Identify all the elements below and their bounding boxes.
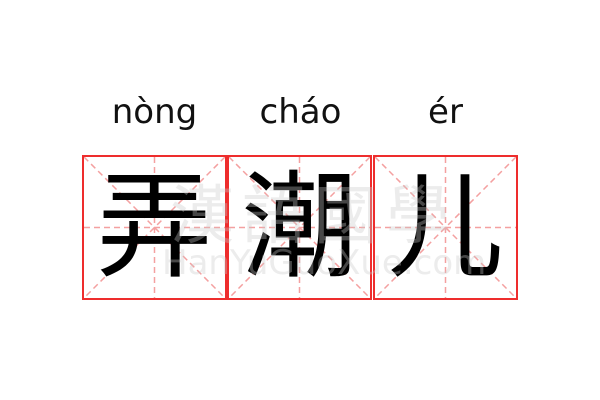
character-grid: 弄 潮 儿 — [82, 155, 518, 300]
pinyin-3: ér — [428, 92, 463, 132]
character-cell-1: 弄 — [82, 155, 227, 300]
pinyin-1: nòng — [111, 92, 198, 132]
guide-lines — [229, 157, 370, 298]
character-3: 儿 — [387, 160, 504, 295]
character-1: 弄 — [96, 160, 213, 295]
character-cell-2: 潮 — [227, 155, 372, 300]
guide-lines — [375, 157, 516, 298]
guide-lines — [84, 157, 225, 298]
pinyin-2: cháo — [259, 92, 342, 132]
character-cell-3: 儿 — [373, 155, 518, 300]
character-2: 潮 — [241, 160, 358, 295]
